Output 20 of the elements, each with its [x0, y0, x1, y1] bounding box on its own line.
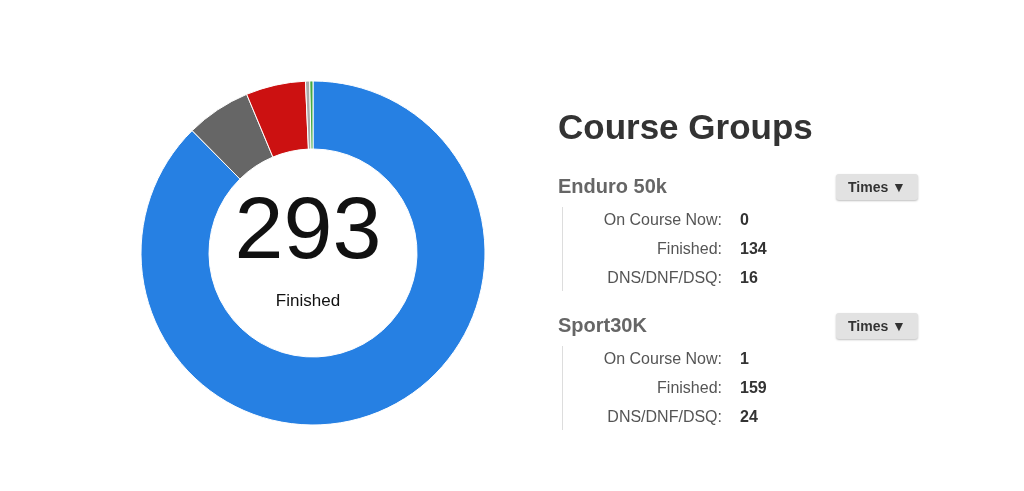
text: 0 — [740, 210, 749, 230]
text: Finished: — [657, 378, 722, 398]
text: Times ▼ — [836, 174, 918, 200]
text: 293 — [233, 178, 383, 278]
text: DNS/DNF/DSQ: — [607, 407, 722, 427]
text: On Course Now: — [603, 210, 722, 230]
text: Finished: — [657, 239, 722, 259]
text: 16 — [740, 268, 758, 288]
text: Finished — [274, 290, 342, 312]
text: 24 — [740, 407, 758, 427]
text: 134 — [740, 239, 767, 259]
text: Sport30K — [558, 314, 647, 336]
text: DNS/DNF/DSQ: — [607, 268, 722, 288]
text: Course Groups — [558, 106, 814, 148]
donut-slice — [140, 80, 486, 426]
text: 1 — [740, 349, 749, 369]
text: Times ▼ — [836, 313, 918, 339]
text: On Course Now: — [603, 349, 722, 369]
text: 159 — [740, 378, 767, 398]
text: Enduro 50k — [558, 175, 667, 197]
